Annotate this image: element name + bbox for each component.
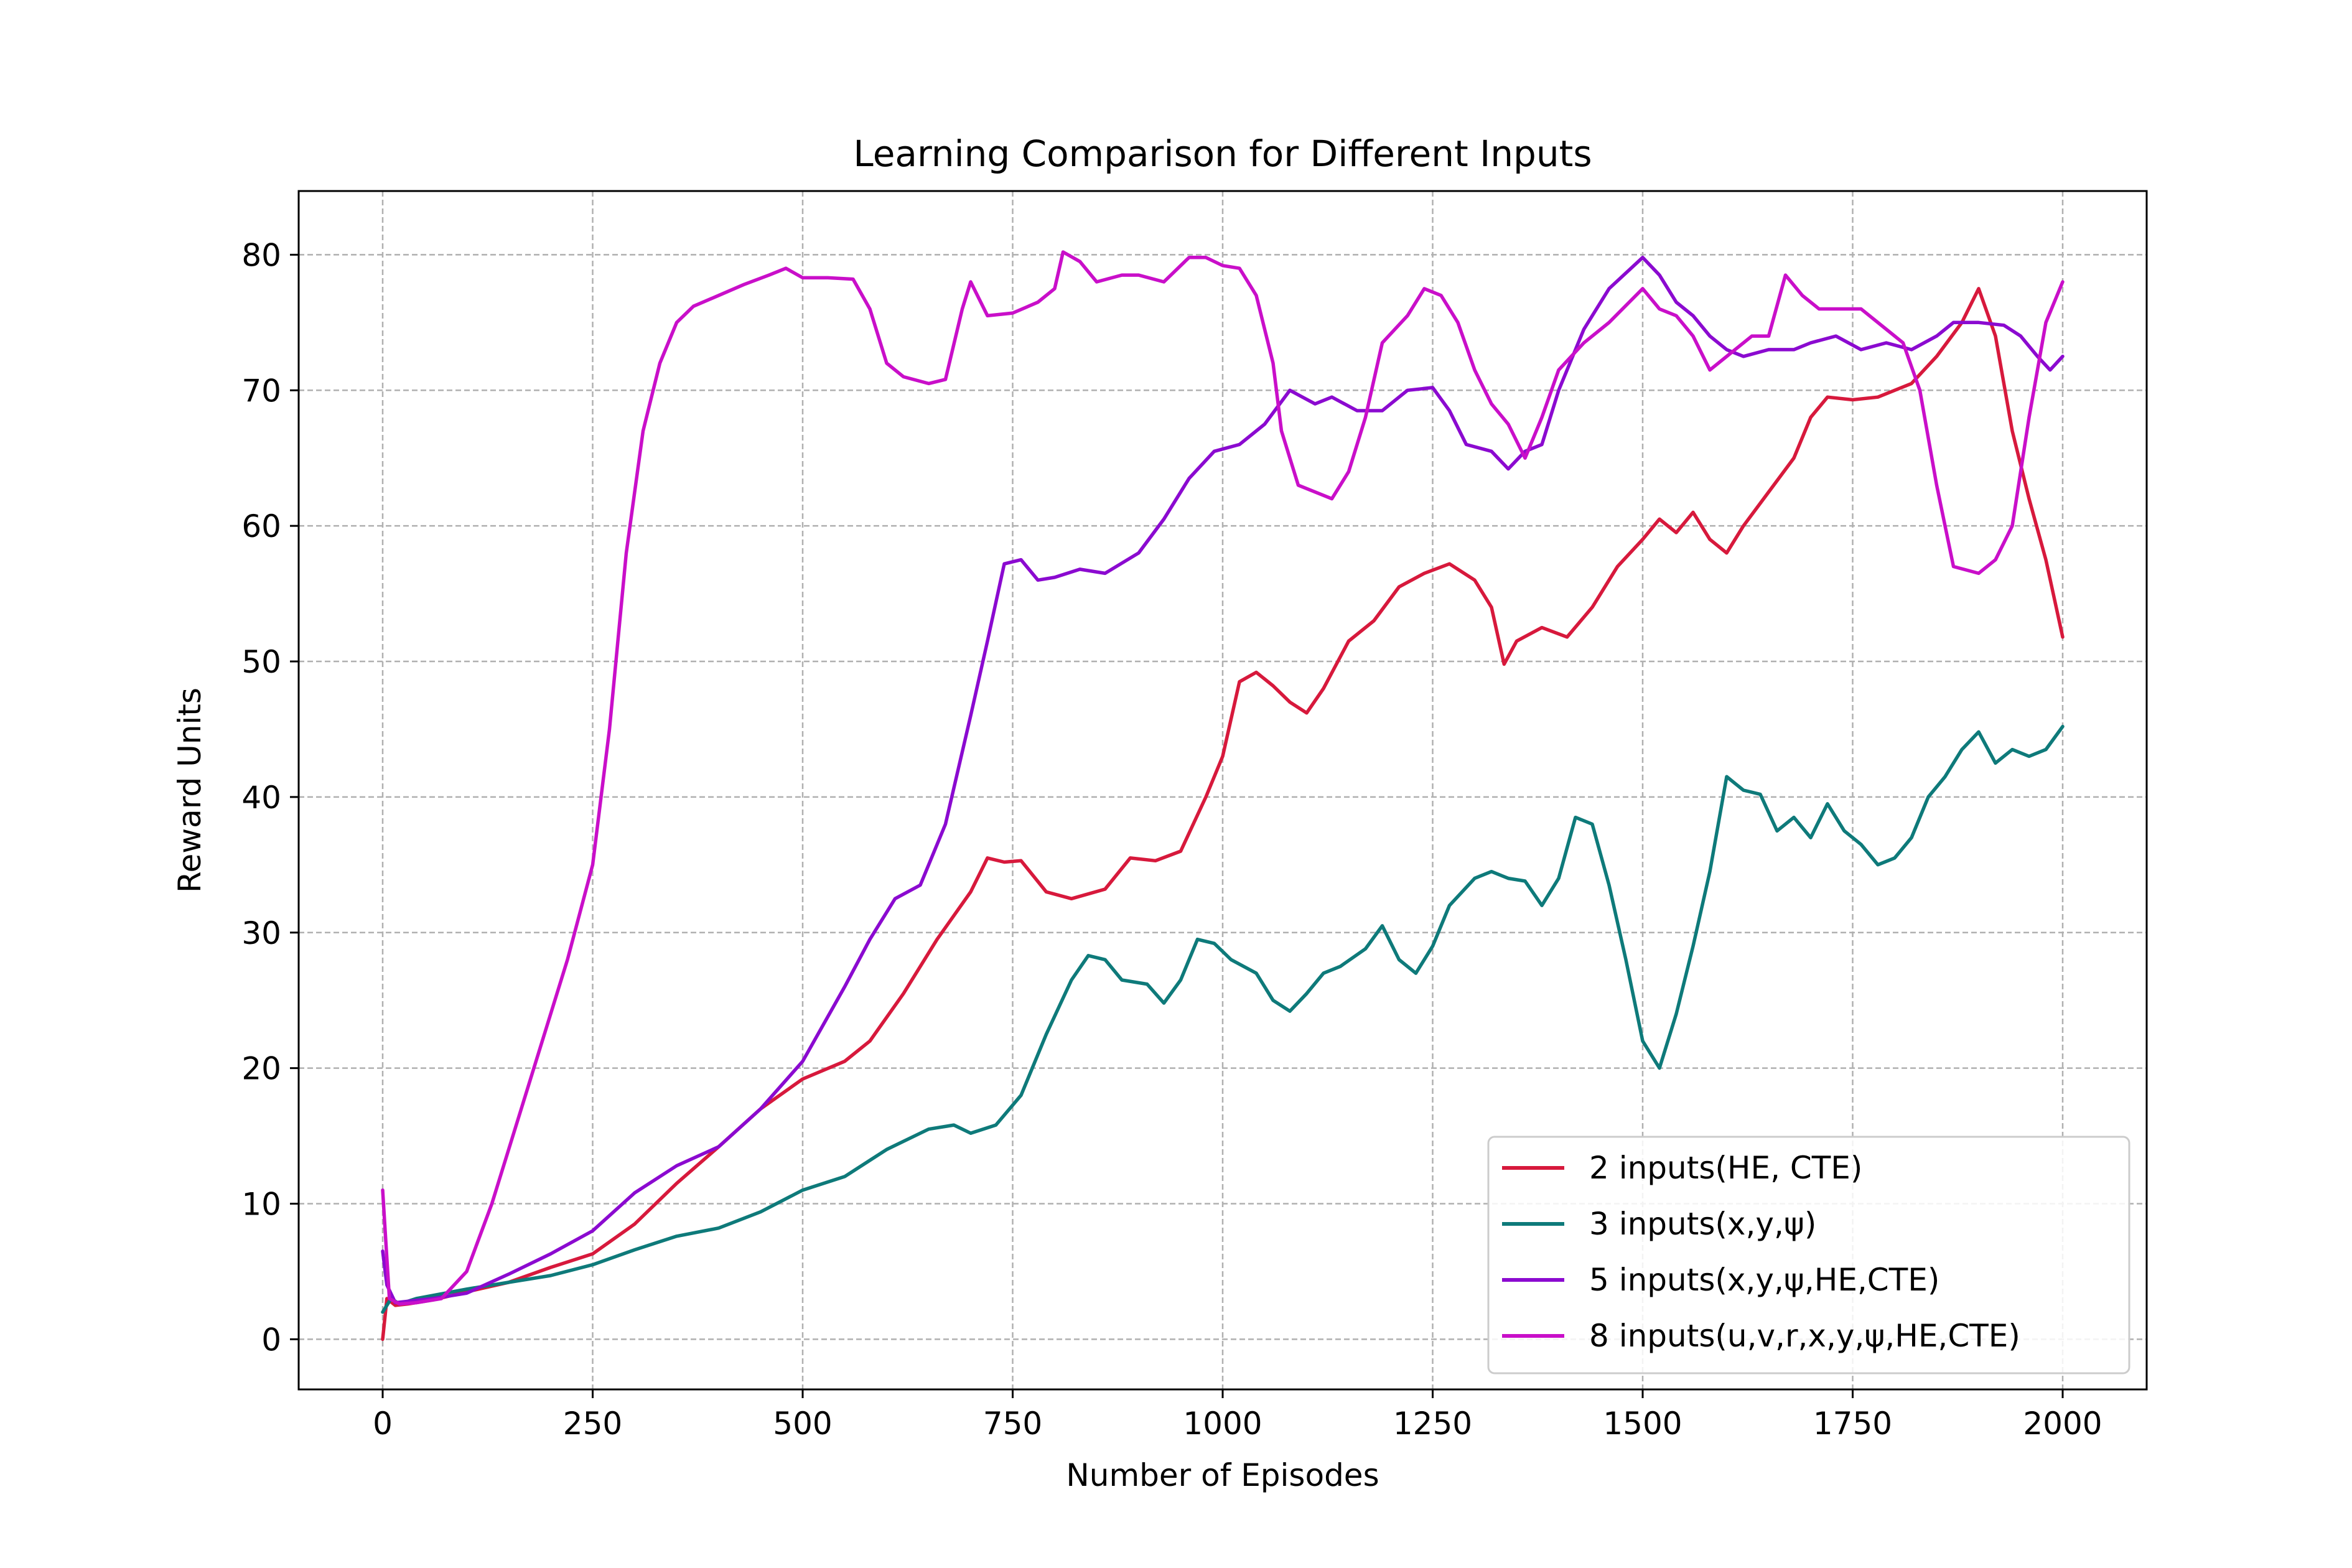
y-tick-label: 0 xyxy=(261,1322,281,1358)
legend-label: 8 inputs(u,v,r,x,y,ψ,HE,CTE) xyxy=(1589,1318,2020,1354)
chart-title: Learning Comparison for Different Inputs xyxy=(853,133,1592,175)
series-line-4 xyxy=(381,250,2065,1306)
y-tick-label: 50 xyxy=(241,644,281,680)
x-tick-label: 500 xyxy=(773,1406,832,1442)
legend-label: 3 inputs(x,y,ψ) xyxy=(1589,1206,1816,1242)
x-tick-label: 1750 xyxy=(1813,1406,1892,1442)
x-tick-label: 750 xyxy=(983,1406,1042,1442)
x-axis-label: Number of Episodes xyxy=(1066,1457,1379,1493)
y-tick-label: 80 xyxy=(241,237,281,273)
x-tick-label: 1250 xyxy=(1393,1406,1472,1442)
y-tick-label: 30 xyxy=(241,915,281,951)
series-lines xyxy=(381,250,2065,1342)
legend-label: 5 inputs(x,y,ψ,HE,CTE) xyxy=(1589,1262,1939,1298)
x-tick-label: 0 xyxy=(373,1406,393,1442)
y-tick-label: 10 xyxy=(241,1187,281,1223)
x-tick-label: 1500 xyxy=(1603,1406,1682,1442)
axis-ticks: 0 250 500 750 1000 1250 1500 1750 2000 0 10 20 30 40 5… xyxy=(241,237,2102,1442)
x-tick-label: 2000 xyxy=(2023,1406,2102,1442)
y-tick-label: 20 xyxy=(241,1051,281,1087)
x-tick-label: 250 xyxy=(563,1406,622,1442)
y-tick-label: 70 xyxy=(241,373,281,409)
legend: 2 inputs(HE, CTE) 3 inputs(x,y,ψ) 5 inputs… xyxy=(1487,1136,2130,1374)
y-tick-label: 40 xyxy=(241,780,281,816)
legend-label: 2 inputs(HE, CTE) xyxy=(1589,1150,1862,1186)
x-tick-label: 1000 xyxy=(1183,1406,1262,1442)
y-tick-label: 60 xyxy=(241,508,281,544)
y-axis-label: Reward Units xyxy=(172,688,208,893)
legend-box xyxy=(1487,1136,2130,1374)
series-line-3 xyxy=(381,256,2065,1305)
series-line-2 xyxy=(381,724,2065,1314)
